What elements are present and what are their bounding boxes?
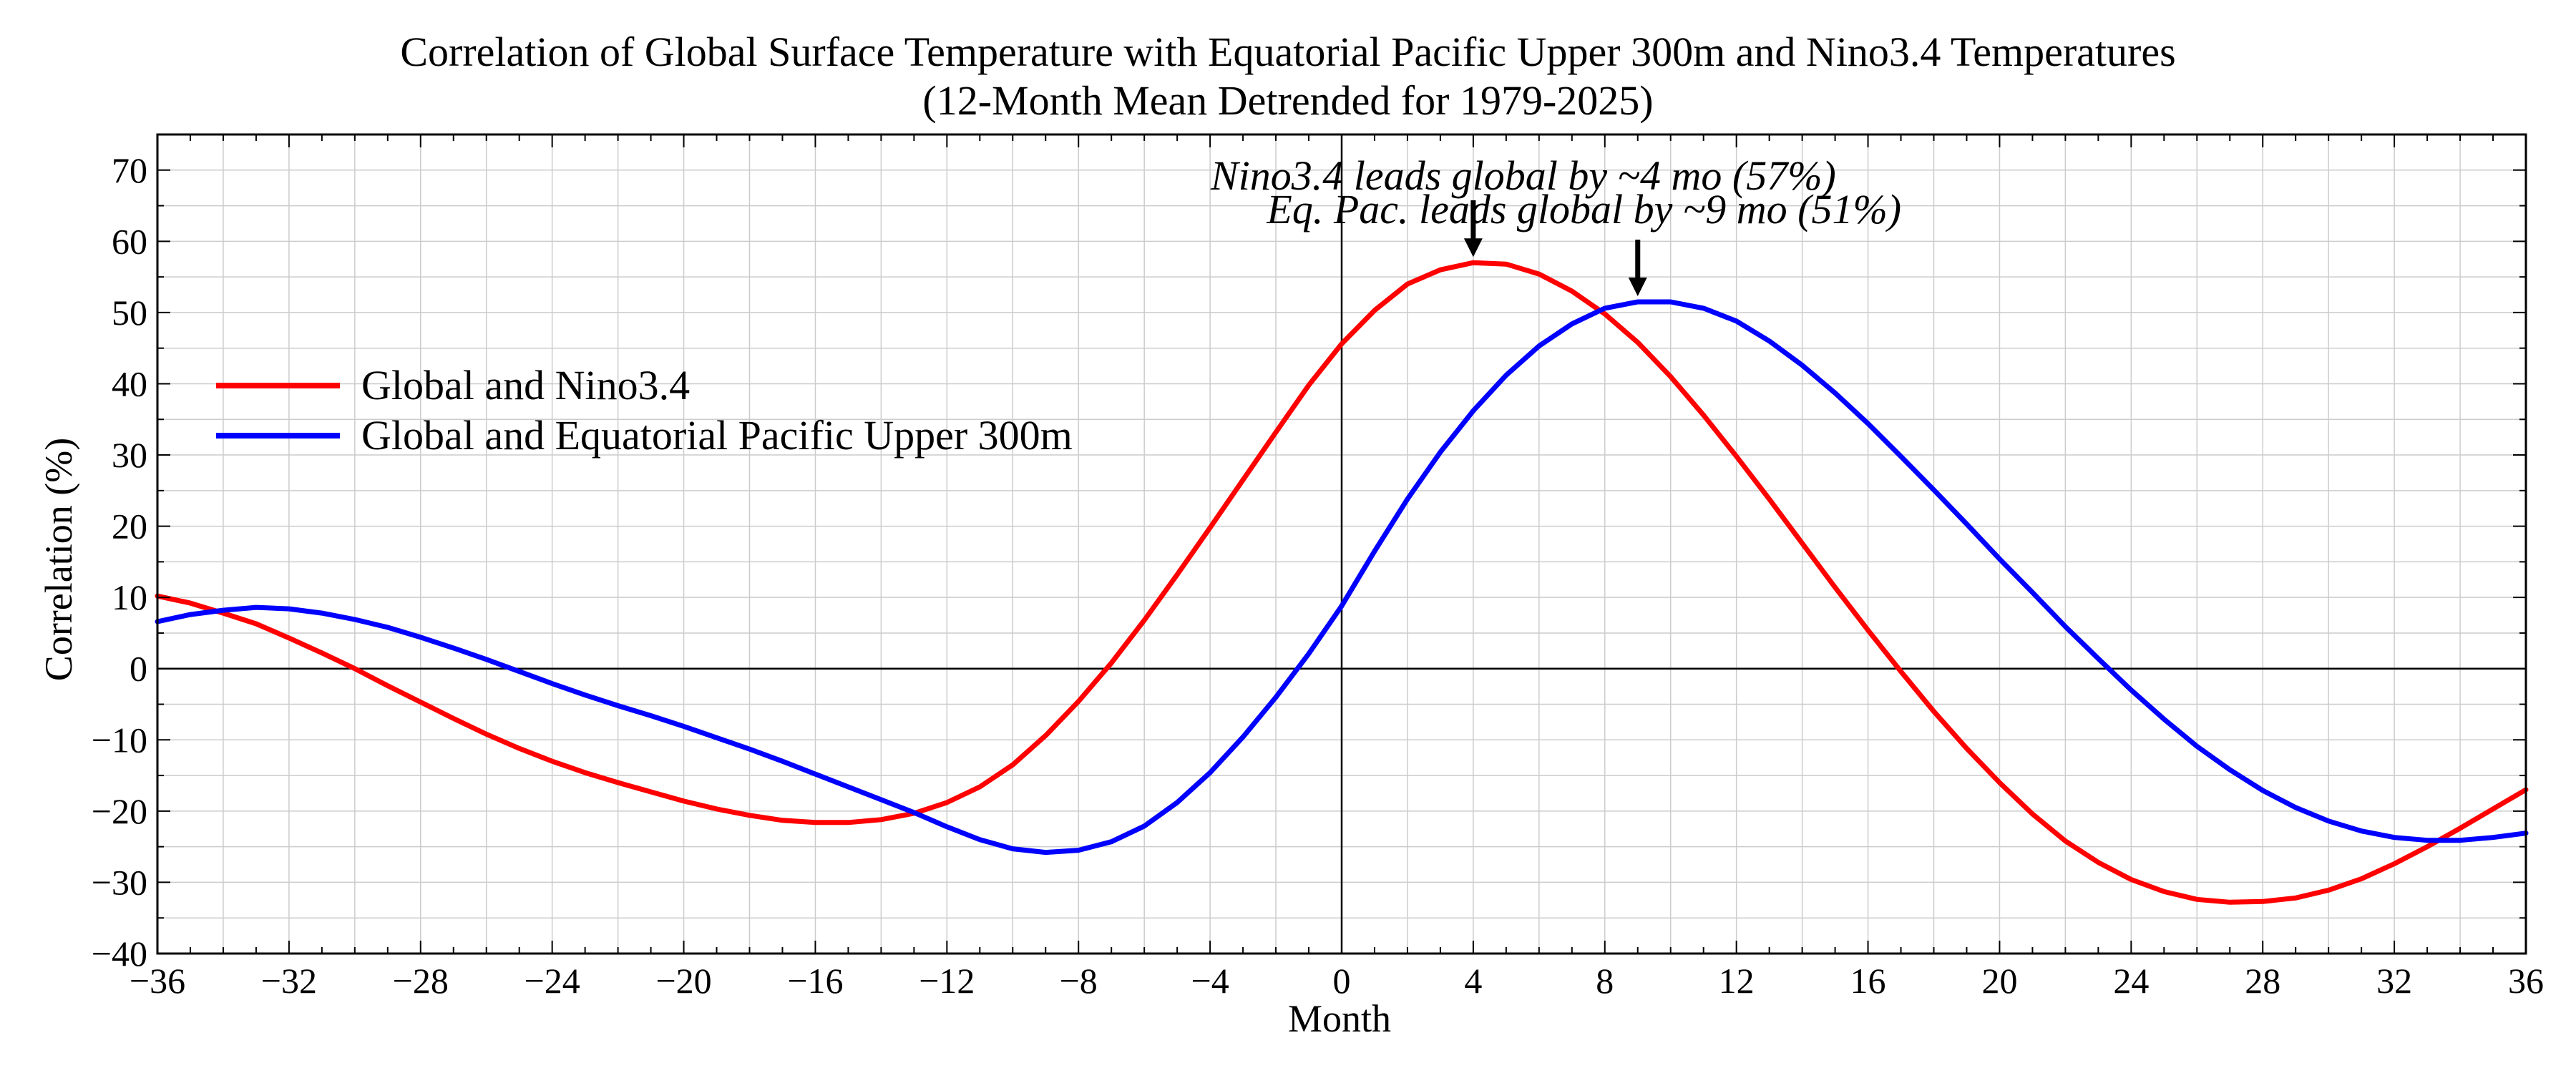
x-tick-label: −16 xyxy=(787,961,843,1001)
series-line-nino34 xyxy=(155,260,2529,905)
y-tick-label: 40 xyxy=(112,363,147,403)
x-tick-label: −8 xyxy=(1060,961,1098,1001)
series-line-eq-pacific xyxy=(155,299,2529,856)
legend-label-nino34: Global and Nino3.4 xyxy=(361,362,690,408)
legend: Global and Nino3.4 Global and Equatorial… xyxy=(216,362,1073,459)
x-axis-label: Month xyxy=(1288,997,1391,1040)
y-tick-label: 60 xyxy=(112,221,147,261)
y-axis-label: Correlation (%) xyxy=(37,438,80,681)
annotation-nino34-text: Nino3.4 leads global by ~4 mo (57%) xyxy=(1210,152,1836,199)
y-tick-label: 70 xyxy=(112,150,147,190)
x-tick-label: 0 xyxy=(1333,961,1351,1001)
x-tick-label: 12 xyxy=(1719,961,1755,1001)
x-tick-label: 16 xyxy=(1850,961,1886,1001)
chart-subtitle: (12-Month Mean Detrended for 1979-2025) xyxy=(922,77,1653,124)
x-tick-label: −24 xyxy=(525,961,580,1001)
x-tick-label: 36 xyxy=(2508,961,2544,1001)
y-tick-label: −40 xyxy=(92,934,147,974)
annotation-eq-pacific-arrow-head xyxy=(1628,277,1647,296)
legend-label-eq-pacific: Global and Equatorial Pacific Upper 300m xyxy=(361,412,1073,459)
x-tick-label: −32 xyxy=(261,961,317,1001)
annotation-nino34-arrow-head xyxy=(1463,238,1483,258)
x-tick-label: −12 xyxy=(919,961,975,1001)
y-tick-label: 30 xyxy=(112,435,147,475)
annotations: Nino3.4 leads global by ~4 mo (57%)Eq. P… xyxy=(1210,152,1901,296)
chart-title: Correlation of Global Surface Temperatur… xyxy=(400,29,2175,75)
zero-lines xyxy=(157,134,2526,954)
x-tick-label: 32 xyxy=(2376,961,2412,1001)
x-tick-label: −36 xyxy=(130,961,185,1001)
series-lines xyxy=(155,260,2529,905)
y-tick-label: 10 xyxy=(112,577,147,617)
ticks: −36 −32 −28 −24 −20 −16 −12 −8 −4 0 4 8 12 16 20 24 28 32… xyxy=(92,134,2544,1001)
x-tick-label: 8 xyxy=(1596,961,1614,1001)
y-tick-label: 20 xyxy=(112,506,147,547)
y-tick-label: 50 xyxy=(112,293,147,333)
annotation-eq-pacific-text: Eq. Pac. leads global by ~9 mo (51%) xyxy=(1266,186,1901,232)
y-tick-label: −30 xyxy=(92,862,147,902)
x-tick-label: 28 xyxy=(2245,961,2280,1001)
x-tick-label: 24 xyxy=(2113,961,2149,1001)
y-tick-label: −20 xyxy=(92,791,147,831)
y-tick-label: 0 xyxy=(130,649,147,689)
x-tick-label: 4 xyxy=(1464,961,1482,1001)
y-tick-label: −10 xyxy=(92,720,147,760)
x-tick-label: −4 xyxy=(1191,961,1229,1001)
x-tick-label: −28 xyxy=(393,961,449,1001)
x-tick-label: −20 xyxy=(655,961,711,1001)
x-tick-label: 20 xyxy=(1981,961,2017,1001)
